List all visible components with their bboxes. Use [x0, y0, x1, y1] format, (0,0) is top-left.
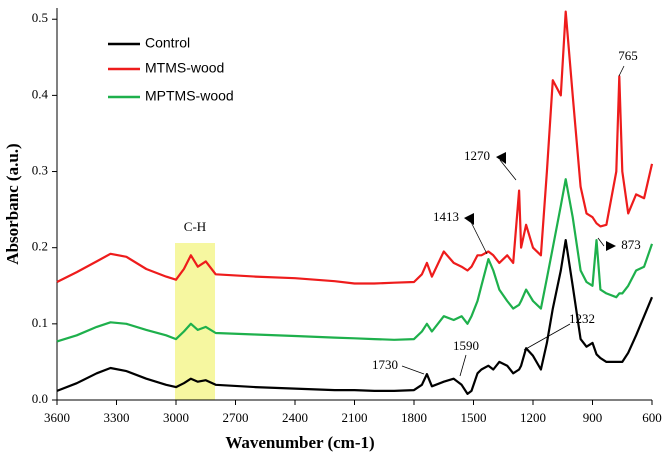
annotation: 1232: [569, 311, 595, 326]
x-tick-label: 900: [583, 410, 603, 425]
y-tick-label: 0.5: [32, 10, 48, 25]
series-line: [56, 239, 654, 395]
x-tick-label: 2100: [342, 410, 368, 425]
x-tick-label: 3600: [44, 410, 70, 425]
annotation-line: [523, 323, 571, 351]
annotation: 1730: [372, 357, 398, 372]
annotation-arrow: [464, 213, 474, 225]
y-tick-label: 0.3: [32, 163, 48, 178]
x-tick-label: 1800: [401, 410, 427, 425]
annotation-arrow: [496, 152, 506, 164]
y-axis-title: Absorbanc (a.u.): [3, 143, 22, 264]
legend-label: MTMS-wood: [145, 60, 224, 76]
x-tick-label: 2400: [282, 410, 308, 425]
y-tick-label: 0.1: [32, 315, 48, 330]
c-h-highlight: [175, 243, 215, 400]
y-tick-label: 0.0: [32, 391, 48, 406]
x-axis-title: Wavenumber (cm-1): [225, 433, 374, 452]
x-tick-label: 1500: [461, 410, 487, 425]
annotation-line: [459, 354, 467, 377]
annotation: 765: [618, 48, 638, 63]
y-tick-label: 0.4: [32, 86, 49, 101]
annotation: 1413: [433, 209, 459, 224]
annotation-line: [597, 237, 605, 247]
x-tick-label: 3300: [104, 410, 130, 425]
annotation: C-H: [184, 219, 206, 234]
legend-label: MPTMS-wood: [145, 88, 234, 104]
x-tick-label: 600: [642, 410, 662, 425]
annotation-arrow: [606, 241, 616, 251]
legend-label: Control: [145, 35, 190, 51]
annotation: 873: [621, 237, 641, 252]
annotation: 1270: [464, 148, 490, 163]
x-tick-label: 1200: [520, 410, 546, 425]
annotation-line: [401, 365, 425, 375]
series-line: [56, 10, 654, 285]
x-tick-label: 3000: [163, 410, 189, 425]
annotation-line: [618, 65, 625, 77]
y-tick-label: 0.2: [32, 239, 48, 254]
series-line: [56, 178, 654, 343]
annotation: 1590: [453, 338, 479, 353]
annotation-line: [469, 219, 488, 255]
annotation-line: [499, 159, 517, 181]
x-tick-label: 2700: [223, 410, 249, 425]
